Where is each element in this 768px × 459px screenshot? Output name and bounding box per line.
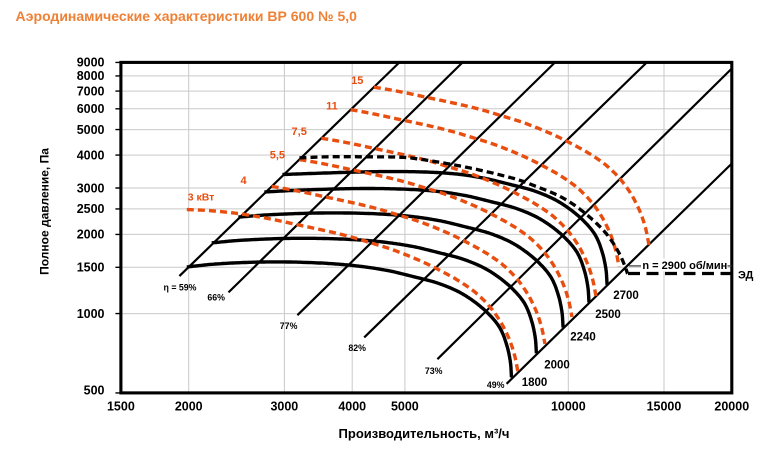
svg-text:5000: 5000 <box>391 399 419 413</box>
svg-text:1000: 1000 <box>77 307 105 321</box>
svg-text:1500: 1500 <box>77 261 105 275</box>
svg-text:2000: 2000 <box>544 360 570 372</box>
svg-text:9000: 9000 <box>77 56 105 70</box>
svg-text:3000: 3000 <box>270 399 298 413</box>
svg-text:4000: 4000 <box>338 399 366 413</box>
svg-text:Аэродинамические характеристик: Аэродинамические характеристики ВР 600 №… <box>16 8 358 24</box>
svg-text:7,5: 7,5 <box>292 126 307 138</box>
svg-text:4: 4 <box>240 175 247 187</box>
svg-text:77%: 77% <box>280 321 298 331</box>
svg-text:15: 15 <box>351 75 363 87</box>
svg-text:49%: 49% <box>487 380 505 390</box>
svg-text:η = 59%: η = 59% <box>164 283 197 293</box>
svg-text:15000: 15000 <box>647 399 682 413</box>
svg-text:Полное давление, Па: Полное давление, Па <box>38 148 52 275</box>
svg-text:n = 2900 об/мин: n = 2900 об/мин <box>642 260 727 272</box>
svg-text:2000: 2000 <box>175 399 203 413</box>
svg-text:8000: 8000 <box>77 69 105 83</box>
svg-text:5000: 5000 <box>77 123 105 137</box>
svg-text:Производительность, м³/ч: Производительность, м³/ч <box>339 426 510 441</box>
svg-text:6000: 6000 <box>77 102 105 116</box>
svg-text:2500: 2500 <box>77 202 105 216</box>
svg-text:1500: 1500 <box>107 399 135 413</box>
svg-text:10000: 10000 <box>551 399 586 413</box>
svg-text:ЭД: ЭД <box>738 270 754 282</box>
svg-text:73%: 73% <box>425 366 443 376</box>
svg-text:5,5: 5,5 <box>270 149 285 161</box>
svg-text:3000: 3000 <box>77 181 105 195</box>
svg-text:2700: 2700 <box>613 290 639 302</box>
svg-text:3 кВт: 3 кВт <box>188 191 215 203</box>
svg-text:66%: 66% <box>207 293 225 303</box>
svg-text:2500: 2500 <box>595 309 621 321</box>
svg-text:1800: 1800 <box>522 377 548 389</box>
svg-text:7000: 7000 <box>77 84 105 98</box>
svg-text:4000: 4000 <box>77 148 105 162</box>
svg-text:82%: 82% <box>348 343 366 353</box>
svg-text:2000: 2000 <box>77 228 105 242</box>
svg-text:2240: 2240 <box>570 332 596 344</box>
svg-text:500: 500 <box>84 384 105 398</box>
svg-text:11: 11 <box>326 101 338 113</box>
svg-text:20000: 20000 <box>714 399 749 413</box>
